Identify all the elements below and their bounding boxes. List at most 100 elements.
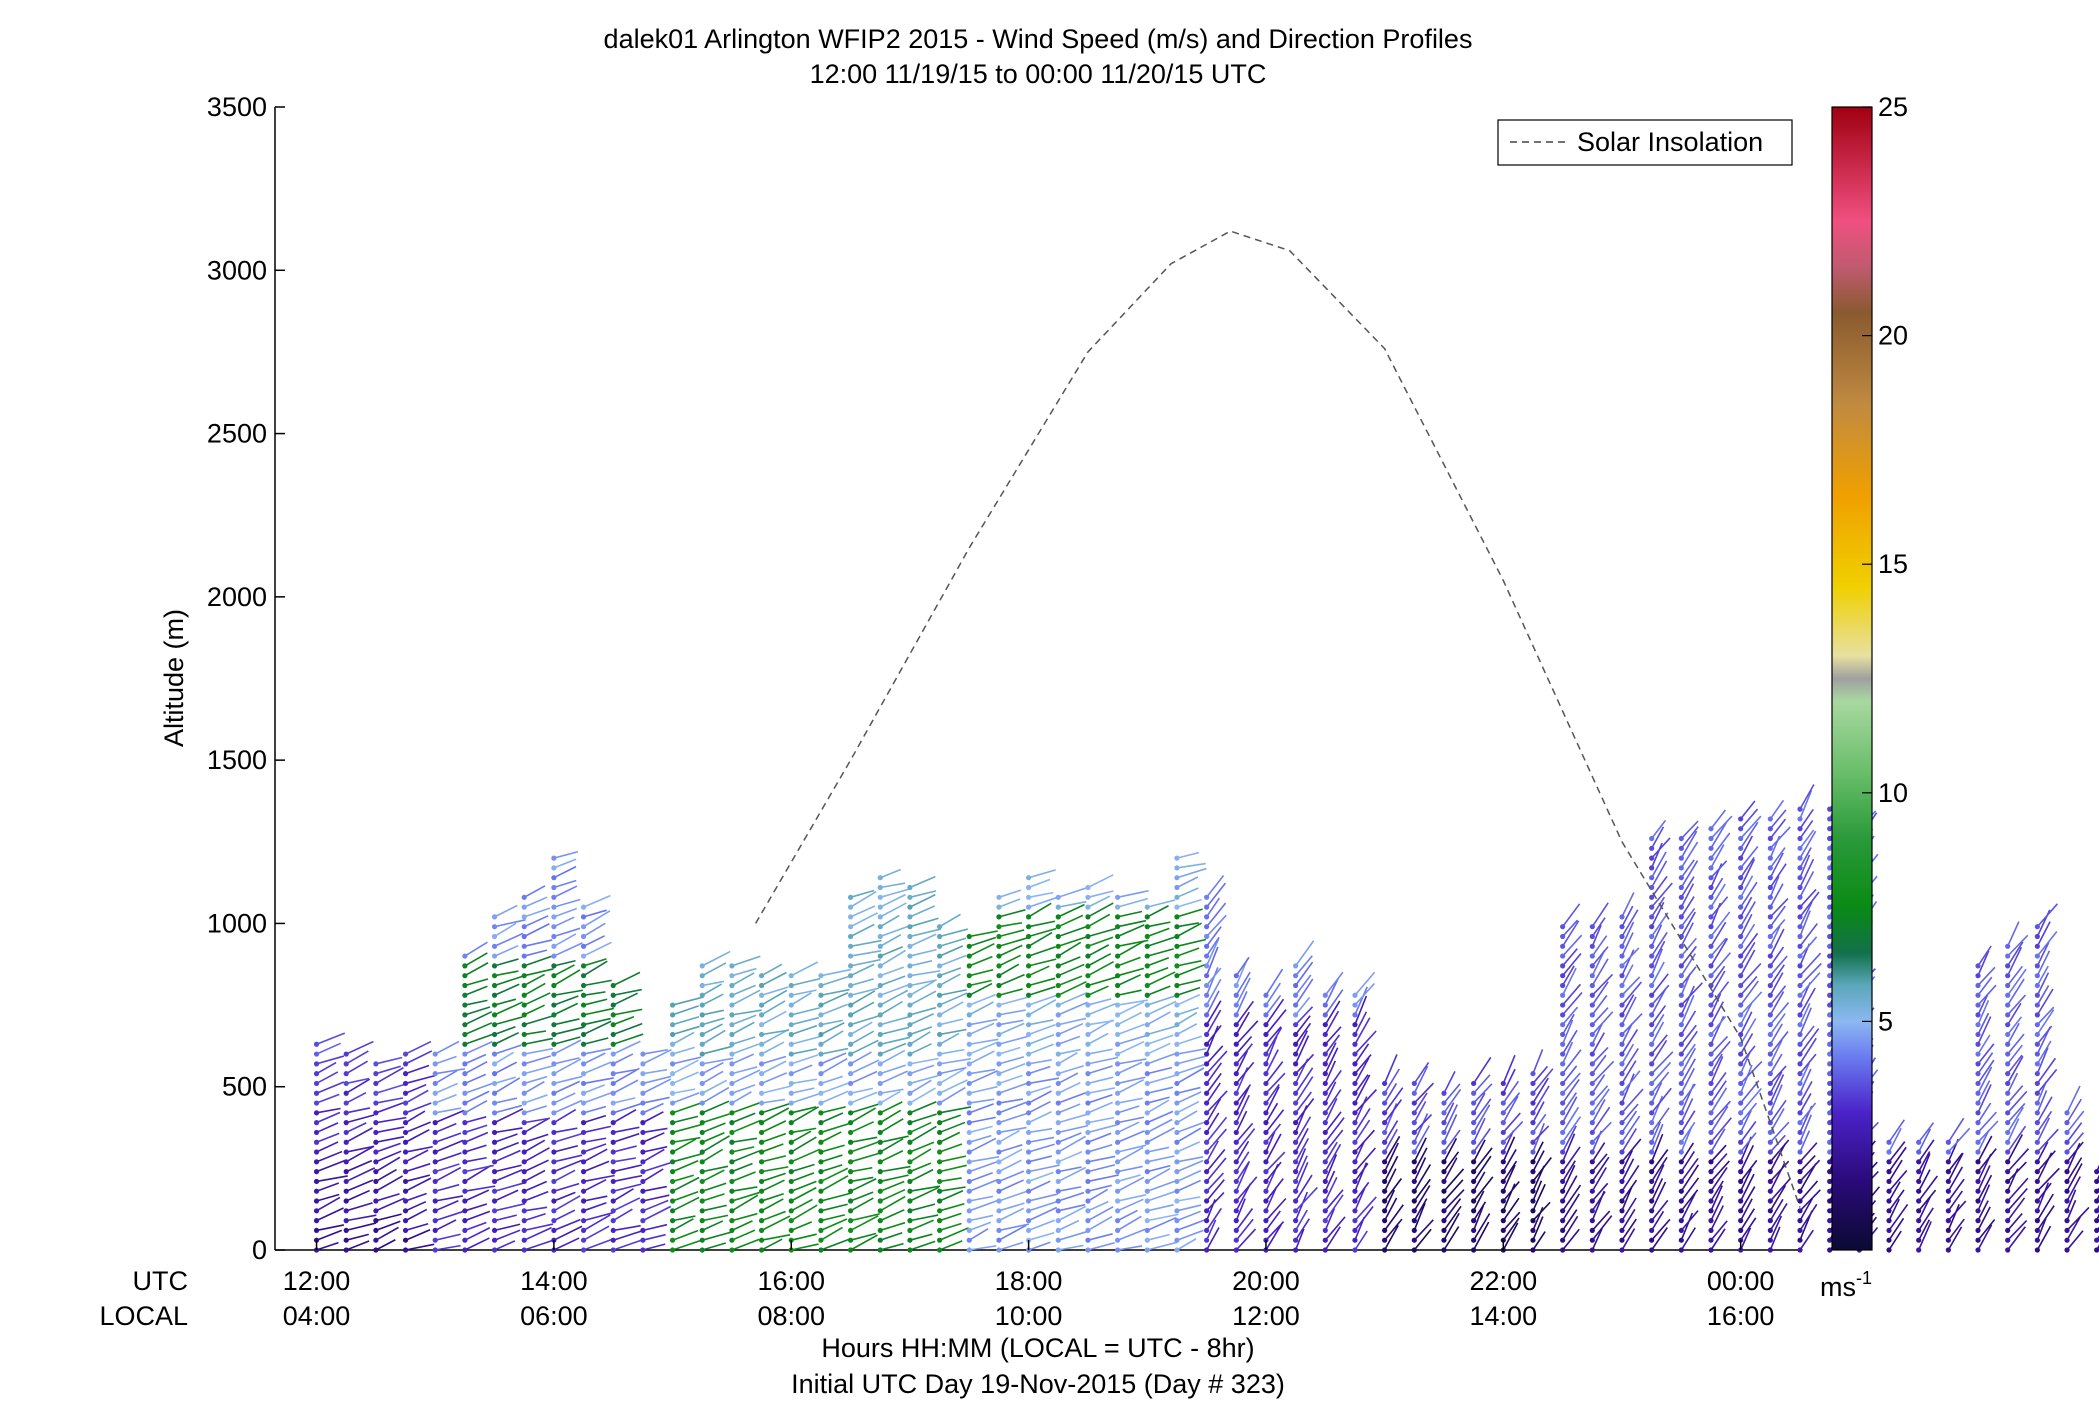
wind-barb	[2007, 1002, 2022, 1026]
wind-barb	[672, 1031, 695, 1045]
wind-barb	[1799, 1142, 1818, 1163]
wind-barb-point	[521, 1247, 527, 1253]
wind-barb-point	[788, 992, 794, 998]
wind-barb-point	[1738, 933, 1744, 940]
wind-barb-point	[1767, 1208, 1773, 1214]
wind-barb	[1621, 996, 1637, 1026]
wind-barb	[1740, 975, 1758, 996]
wind-barb	[434, 1132, 462, 1143]
wind-barb-point	[936, 953, 943, 959]
wind-barb	[761, 1172, 786, 1183]
wind-barb-point	[907, 1002, 913, 1008]
wind-barb	[583, 1238, 614, 1251]
wind-barb	[968, 1041, 999, 1055]
wind-barb	[998, 944, 1023, 957]
wind-barb-point	[1500, 1198, 1506, 1204]
wind-barb	[553, 1018, 580, 1026]
wind-barb-point	[699, 1120, 705, 1126]
wind-barb-point	[1560, 943, 1566, 949]
wind-barb	[761, 1107, 790, 1124]
wind-barb-point	[1560, 1149, 1566, 1155]
wind-barb	[939, 1086, 966, 1104]
wind-barb	[850, 1121, 874, 1134]
wind-barb-point	[1174, 1110, 1180, 1116]
wind-barb-point	[1619, 1090, 1625, 1096]
wind-barb-point	[729, 1159, 735, 1165]
wind-barb	[1028, 965, 1050, 977]
wind-barb-point	[936, 1208, 943, 1214]
wind-barb	[316, 1107, 341, 1114]
wind-barb-point	[1055, 943, 1061, 949]
wind-barb-point	[2034, 1041, 2040, 1047]
wind-barb	[1176, 1229, 1204, 1241]
wind-barb-point	[1322, 1031, 1328, 1038]
wind-barb	[1710, 1035, 1729, 1055]
wind-barb	[494, 958, 519, 967]
wind-barb-point	[1115, 963, 1121, 969]
wind-barb	[879, 933, 902, 947]
wind-barb-point	[2005, 1090, 2011, 1096]
wind-barb	[1087, 1215, 1113, 1232]
wind-barb	[1502, 1180, 1520, 1202]
wind-barb-point	[640, 1169, 646, 1175]
wind-barb-point	[1708, 1129, 1714, 1136]
wind-barb-point	[818, 1227, 824, 1234]
wind-barb	[850, 958, 881, 967]
wind-barb	[1235, 1094, 1250, 1123]
wind-barb-point	[313, 1188, 320, 1194]
wind-barb-point	[907, 933, 913, 940]
wind-barb	[1650, 912, 1669, 937]
wind-barb	[998, 1159, 1022, 1173]
wind-barb	[1562, 1072, 1581, 1094]
wind-barb	[1383, 1189, 1396, 1212]
wind-barb-point	[1797, 884, 1803, 891]
wind-barb	[553, 1182, 580, 1192]
wind-barb	[464, 1100, 488, 1114]
wind-barb-point	[551, 924, 557, 930]
wind-barb-point	[1352, 1178, 1358, 1185]
wind-barb	[1205, 1207, 1222, 1231]
wind-barb	[998, 1126, 1027, 1134]
wind-barb-point	[373, 1129, 379, 1136]
wind-barb-point	[1619, 1031, 1625, 1038]
wind-barb-point	[1025, 1110, 1032, 1116]
wind-barb	[405, 1174, 430, 1183]
wind-barb-point	[996, 1169, 1002, 1175]
wind-barb-point	[610, 1110, 616, 1116]
wind-barb	[1087, 1143, 1113, 1153]
wind-barb-point	[1085, 1178, 1091, 1185]
wind-barb	[553, 1191, 576, 1202]
wind-barb-point	[1619, 953, 1625, 959]
wind-barb-point	[936, 1149, 943, 1155]
wind-barb	[761, 1029, 789, 1036]
wind-barb	[1413, 1178, 1431, 1202]
wind-barb	[1621, 1150, 1634, 1172]
wind-barb-point	[1204, 1080, 1210, 1087]
wind-barb-point	[1678, 875, 1684, 881]
wind-barb-point	[1263, 1012, 1269, 1018]
wind-barb-point	[1174, 884, 1180, 891]
wind-barb	[1562, 1006, 1579, 1026]
wind-barb-point	[729, 1051, 735, 1057]
wind-barb-point	[1025, 1071, 1032, 1077]
wind-barb	[494, 1164, 522, 1173]
wind-barb	[613, 1126, 640, 1134]
wind-barb-point	[1738, 1198, 1744, 1204]
wind-barb-point	[1352, 1208, 1358, 1214]
wind-barb-point	[343, 1120, 349, 1126]
wind-barb	[1650, 1156, 1668, 1182]
wind-barb-point	[818, 1129, 824, 1136]
wind-barb	[1087, 1132, 1112, 1143]
wind-barb	[1502, 1121, 1524, 1143]
wind-barb	[1324, 978, 1339, 1006]
wind-barb	[998, 1082, 1029, 1094]
wind-barb	[1710, 937, 1727, 957]
wind-barb	[1769, 852, 1784, 879]
wind-barb	[880, 1036, 910, 1046]
wind-barb	[731, 1220, 753, 1232]
wind-barb-point	[758, 1198, 765, 1204]
wind-barb-point	[1916, 1188, 1922, 1194]
wind-barb-point	[1055, 894, 1061, 900]
wind-barb	[939, 913, 961, 928]
wind-barb	[316, 1055, 345, 1065]
